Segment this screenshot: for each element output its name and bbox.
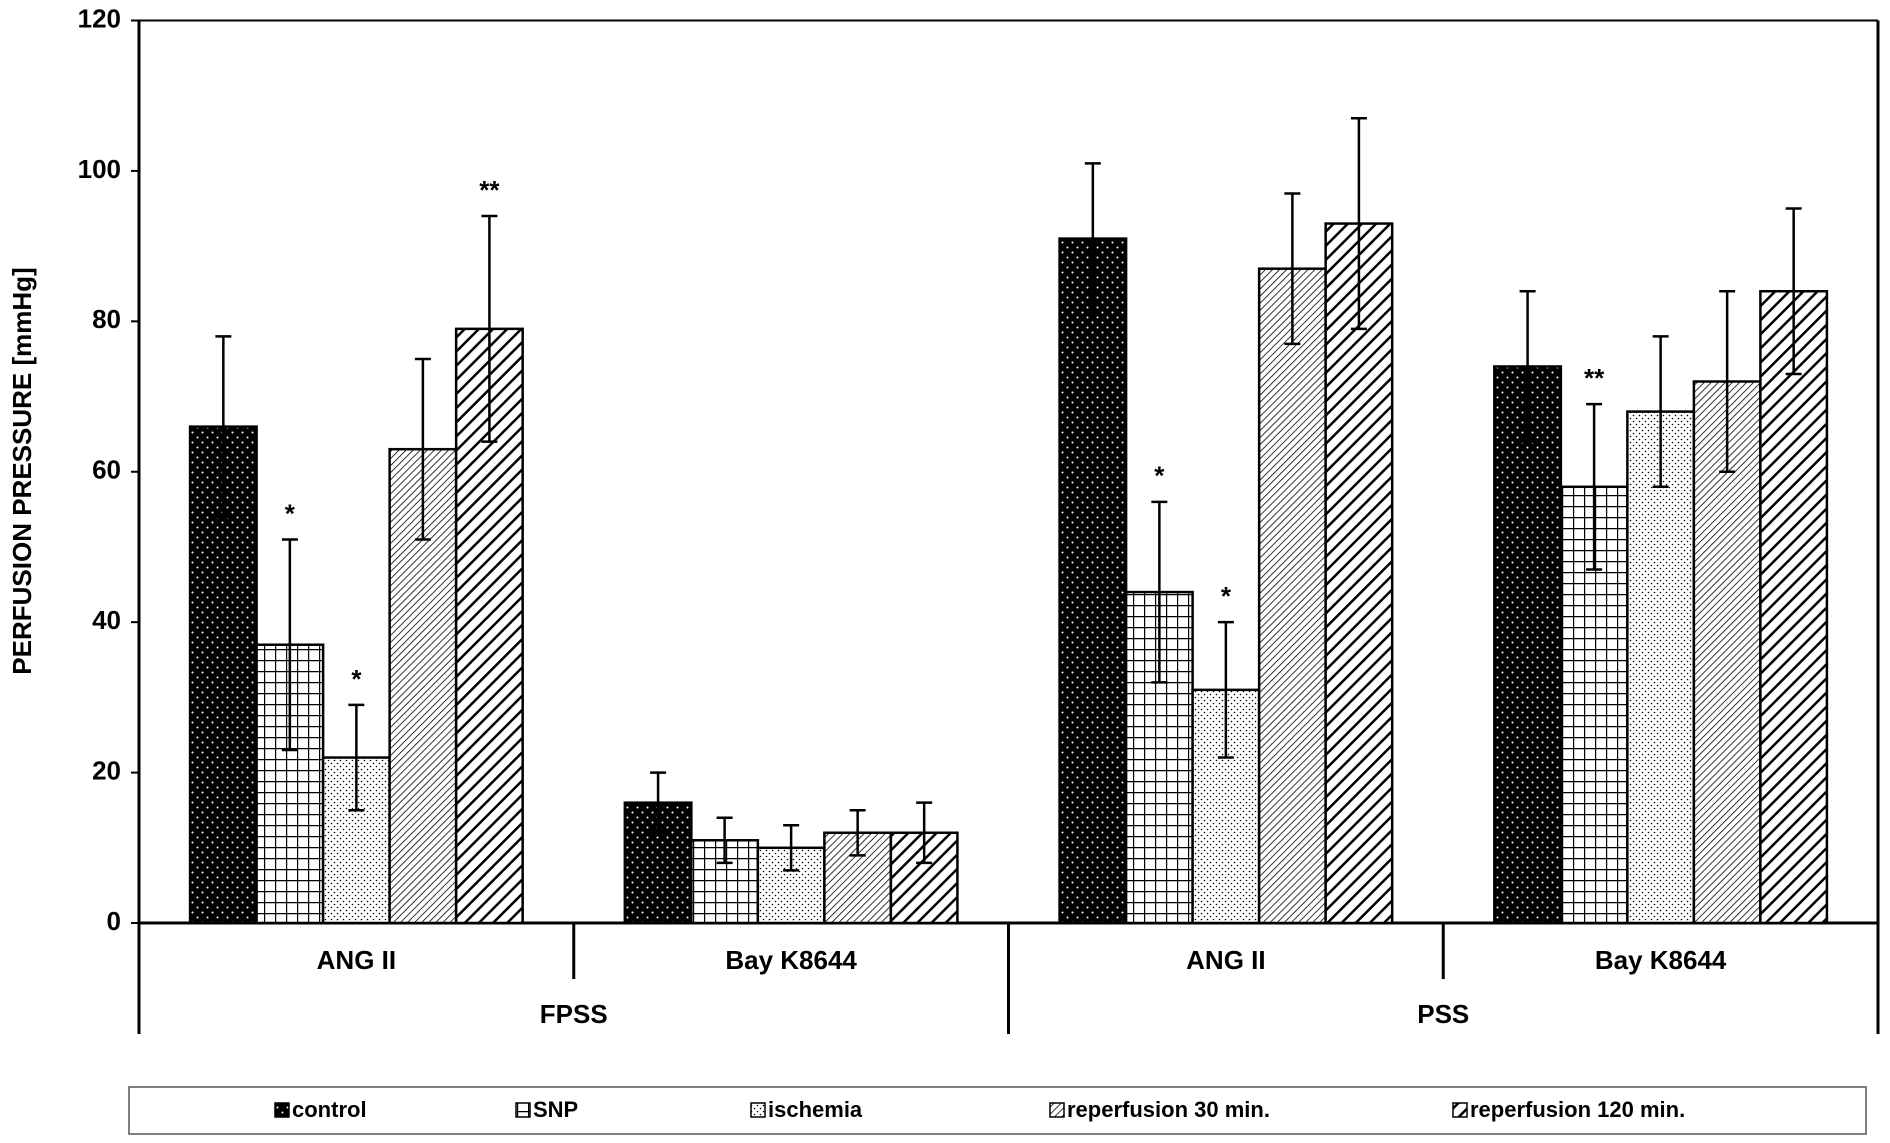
error-bar <box>215 335 232 519</box>
error-bar <box>916 801 933 865</box>
x-tick-label: ANG II <box>317 945 396 975</box>
significance-label: * <box>1154 461 1165 491</box>
error-bar <box>1519 290 1536 443</box>
error-bar <box>1652 335 1669 489</box>
significance-label: ** <box>479 175 500 205</box>
error-bar <box>1719 290 1736 473</box>
legend-box <box>128 1086 1867 1135</box>
x-tick-label: Bay K8644 <box>1595 945 1727 975</box>
error-bar <box>1284 192 1301 346</box>
error-bar <box>1586 402 1603 571</box>
error-bar <box>783 823 800 872</box>
y-axis-label: PERFUSION PRESSURE [mmHg] <box>7 267 37 674</box>
error-bar <box>348 703 365 812</box>
error-bar <box>1217 620 1234 759</box>
y-tick-label: 20 <box>92 755 121 785</box>
legend-label: ischemia <box>768 1097 863 1122</box>
x-tick-label: ANG II <box>1186 945 1265 975</box>
error-bar <box>849 808 866 857</box>
error-bar <box>716 816 733 865</box>
legend-label: reperfusion 30 min. <box>1067 1097 1270 1122</box>
y-tick-label: 60 <box>92 455 121 485</box>
error-bar <box>481 214 498 443</box>
legend-label: SNP <box>533 1097 578 1122</box>
bar <box>1493 365 1563 925</box>
legend-label: control <box>292 1097 367 1122</box>
y-tick-label: 120 <box>78 3 121 33</box>
significance-label: * <box>285 498 296 528</box>
y-tick-label: 0 <box>107 906 121 936</box>
error-bar <box>1350 117 1367 331</box>
bar <box>1626 410 1696 925</box>
legend-swatch <box>750 1102 766 1118</box>
bar <box>454 327 524 925</box>
bar <box>1759 290 1829 925</box>
error-bar <box>414 357 431 541</box>
error-bar <box>281 538 298 752</box>
significance-label: * <box>351 664 362 694</box>
group-label: PSS <box>1417 999 1469 1029</box>
significance-label: * <box>1221 581 1232 611</box>
y-tick-label: 80 <box>92 304 121 334</box>
significance-label: ** <box>1584 363 1605 393</box>
error-bar <box>1084 162 1101 316</box>
legend-swatch <box>274 1102 290 1118</box>
legend-swatch <box>1452 1102 1468 1118</box>
error-bar <box>1785 207 1802 376</box>
legend-swatch <box>515 1102 531 1118</box>
x-tick-label: Bay K8644 <box>725 945 857 975</box>
group-label: FPSS <box>540 999 608 1029</box>
error-bar <box>1151 500 1168 684</box>
y-tick-label: 100 <box>78 154 121 184</box>
bar <box>1257 267 1327 925</box>
y-tick-label: 40 <box>92 605 121 635</box>
legend-swatch <box>1049 1102 1065 1118</box>
bar <box>1058 237 1128 925</box>
legend-label: reperfusion 120 min. <box>1470 1097 1685 1122</box>
error-bar <box>650 771 667 834</box>
